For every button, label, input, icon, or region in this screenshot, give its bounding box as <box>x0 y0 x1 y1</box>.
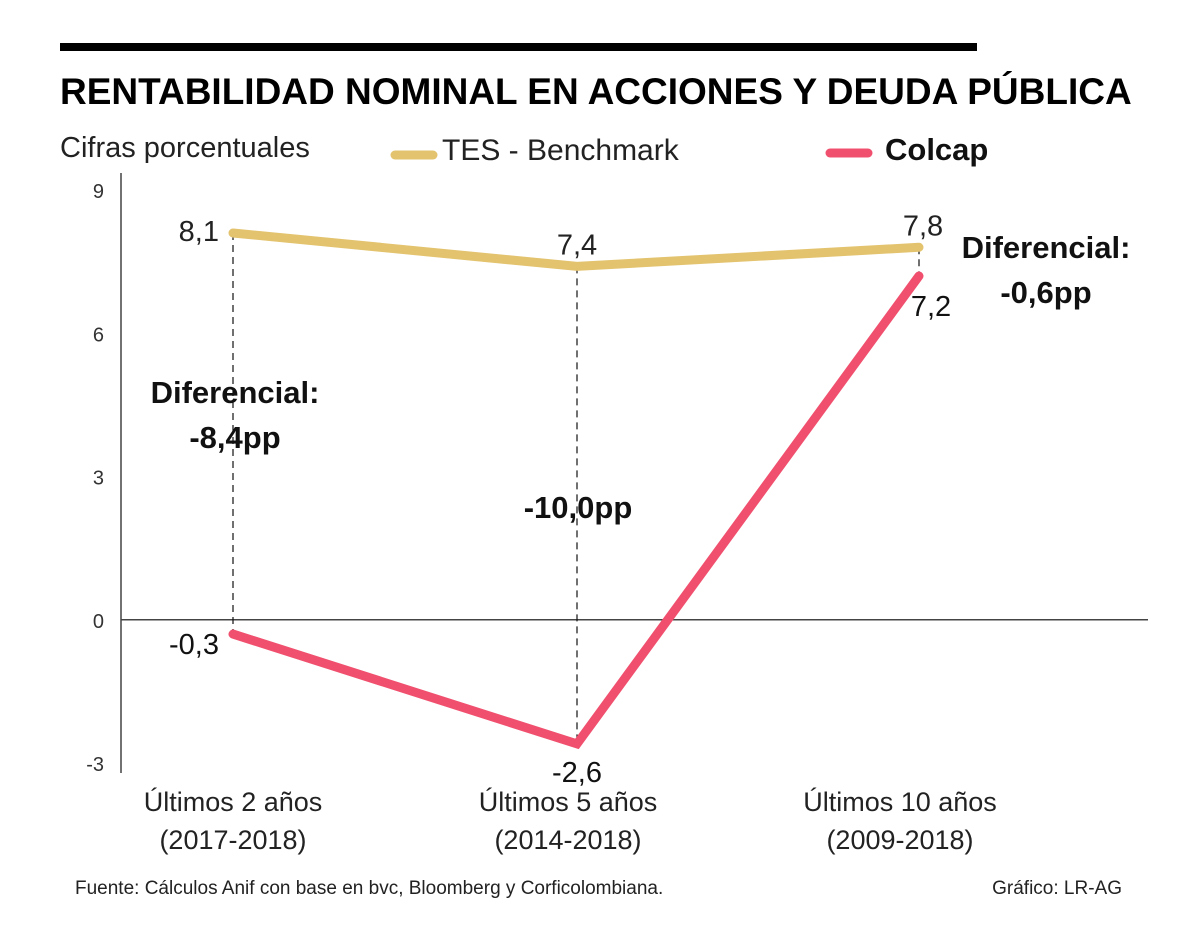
x-tick-label: Últimos 2 años <box>144 786 323 817</box>
guide-lines <box>232 232 920 744</box>
legend: TES - Benchmark Colcap <box>390 132 988 167</box>
y-tick-label: 9 <box>93 181 104 203</box>
data-label-colcap: 7,2 <box>911 291 951 323</box>
x-tick-sublabel: (2017-2018) <box>159 825 306 855</box>
series-lines <box>228 228 924 750</box>
data-label-colcap: -2,6 <box>552 757 602 789</box>
y-tick-label: -3 <box>86 754 104 776</box>
data-labels: 8,1 7,4 7,8 -0,3 -2,6 7,2 <box>169 210 951 789</box>
chart-subtitle: Cifras porcentuales <box>60 132 310 164</box>
annotation-diferencial: -8,4pp <box>189 420 280 455</box>
data-label-tes: 7,4 <box>557 229 597 261</box>
data-label-tes: 8,1 <box>179 216 219 248</box>
legend-label-tes: TES - Benchmark <box>442 134 680 167</box>
x-tick-label: Últimos 5 años <box>479 786 658 817</box>
source-note: Fuente: Cálculos Anif con base en bvc, B… <box>75 878 663 899</box>
annotation-diferencial: -0,6pp <box>1000 275 1091 310</box>
x-tick-labels: Últimos 2 años (2017-2018) Últimos 5 años (… <box>144 786 997 855</box>
y-tick-labels: 9 6 3 0 -3 <box>86 181 104 776</box>
credit-note: Gráfico: LR-AG <box>992 878 1122 899</box>
data-label-tes: 7,8 <box>903 210 943 242</box>
data-label-colcap: -0,3 <box>169 629 219 661</box>
chart-title: RENTABILIDAD NOMINAL EN ACCIONES Y DEUDA… <box>60 70 1132 112</box>
annotation-diferencial: Diferencial: <box>962 230 1131 265</box>
legend-label-colcap: Colcap <box>885 132 988 167</box>
y-tick-label: 6 <box>93 324 104 346</box>
x-tick-label: Últimos 10 años <box>803 786 997 817</box>
annotations: Diferencial: -8,4pp -10,0pp Diferencial: -0,… <box>151 230 1131 525</box>
y-tick-label: 3 <box>93 468 104 490</box>
y-tick-label: 0 <box>93 611 104 633</box>
x-tick-sublabel: (2014-2018) <box>494 825 641 855</box>
header-rule <box>60 43 977 51</box>
x-tick-sublabel: (2009-2018) <box>826 825 973 855</box>
annotation-diferencial: -10,0pp <box>524 490 633 525</box>
annotation-diferencial: Diferencial: <box>151 375 320 410</box>
